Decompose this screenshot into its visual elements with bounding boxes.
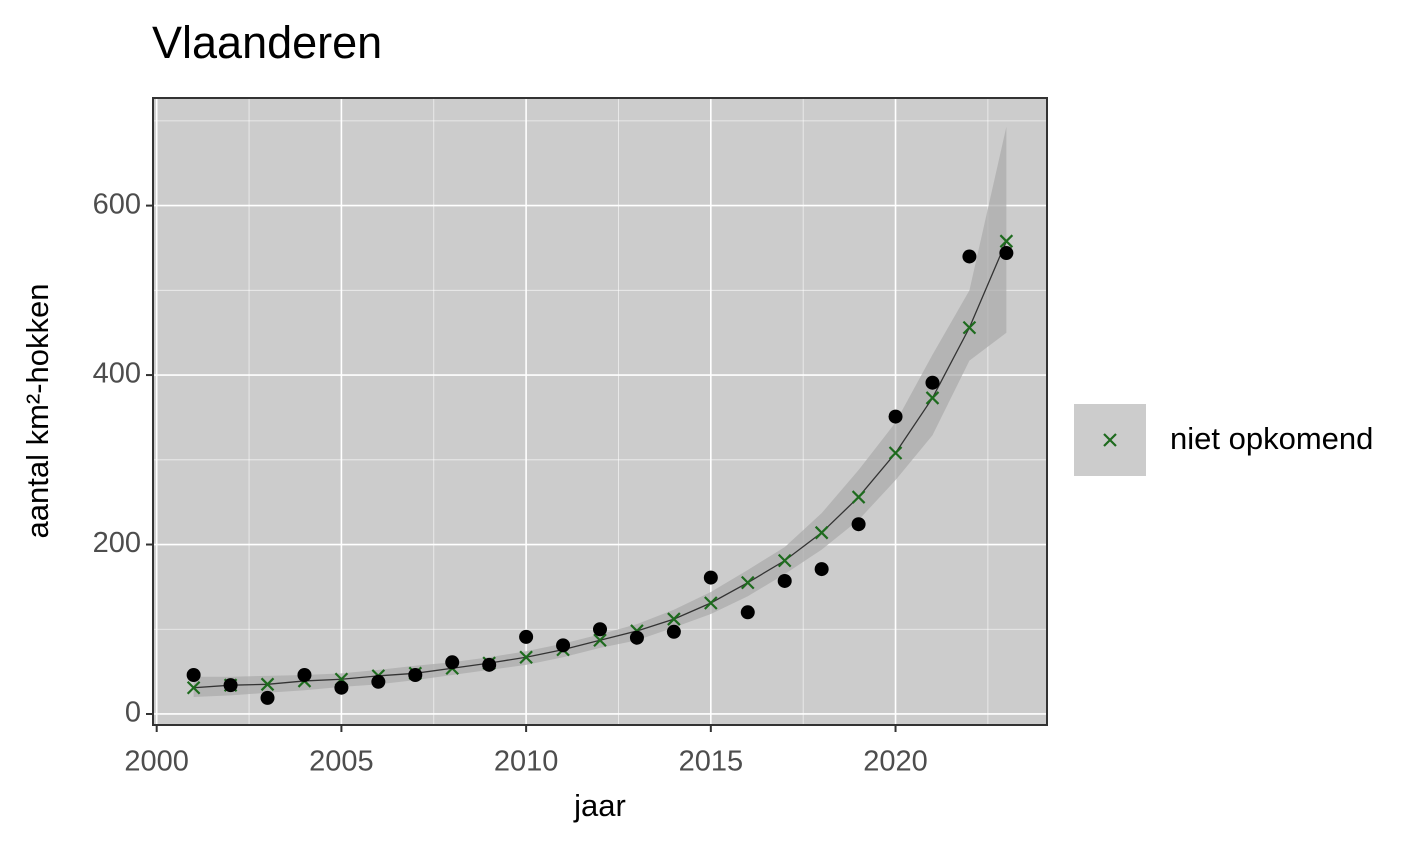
x-tick-label: 2015 xyxy=(679,746,744,778)
dot-point xyxy=(703,570,718,585)
dot-point xyxy=(593,622,607,637)
dot-point xyxy=(297,668,312,683)
cross-point xyxy=(667,612,681,626)
dot-point xyxy=(519,629,534,644)
dot-point xyxy=(777,573,792,588)
legend-symbol xyxy=(1103,433,1117,447)
cross-point xyxy=(999,234,1014,248)
cross-point xyxy=(962,320,977,335)
cross-point xyxy=(814,525,829,540)
cross-point xyxy=(888,446,903,460)
dot-point xyxy=(925,375,940,390)
y-tick-label: 200 xyxy=(93,527,141,559)
y-tick-label: 0 xyxy=(125,697,141,729)
cross-point xyxy=(186,680,201,695)
legend-item: niet opkomend xyxy=(1074,404,1373,476)
y-tick-label: 400 xyxy=(93,358,141,390)
dot-point xyxy=(334,680,349,695)
dot-point xyxy=(223,678,238,693)
cross-point xyxy=(740,575,755,590)
y-axis-label: aantal km²-hokken xyxy=(20,283,55,538)
dot-point xyxy=(962,249,977,264)
cross-point xyxy=(704,596,718,610)
cross-point xyxy=(851,490,866,504)
dot-point xyxy=(260,690,275,705)
cross-point xyxy=(519,650,533,664)
dot-point xyxy=(740,605,755,620)
dot-point xyxy=(371,674,386,689)
dot-point xyxy=(482,657,497,672)
dot-point xyxy=(851,517,866,532)
chart-title: Vlaanderen xyxy=(152,17,382,68)
panel-border xyxy=(152,97,1048,726)
cross-point xyxy=(925,391,940,405)
legend-label: niet opkomend xyxy=(1170,421,1373,456)
cross-point xyxy=(260,677,275,692)
dot-point xyxy=(186,668,201,683)
x-tick-label: 2020 xyxy=(863,746,928,778)
cross-point xyxy=(777,553,792,568)
dot-point xyxy=(629,630,644,645)
dot-point xyxy=(556,638,571,653)
dot-point xyxy=(888,409,903,424)
dot-point xyxy=(445,655,460,670)
cross-point xyxy=(593,633,607,648)
dot-point xyxy=(814,562,829,577)
x-tick-label: 2010 xyxy=(494,746,559,778)
x-tick-label: 2000 xyxy=(124,746,189,778)
x-axis-label: jaar xyxy=(573,788,626,823)
confidence-ribbon xyxy=(193,126,1007,698)
x-tick-label: 2005 xyxy=(309,746,374,778)
y-tick-label: 600 xyxy=(93,188,141,220)
dot-point xyxy=(999,246,1014,261)
dot-point xyxy=(666,624,681,639)
dot-point xyxy=(408,668,423,683)
